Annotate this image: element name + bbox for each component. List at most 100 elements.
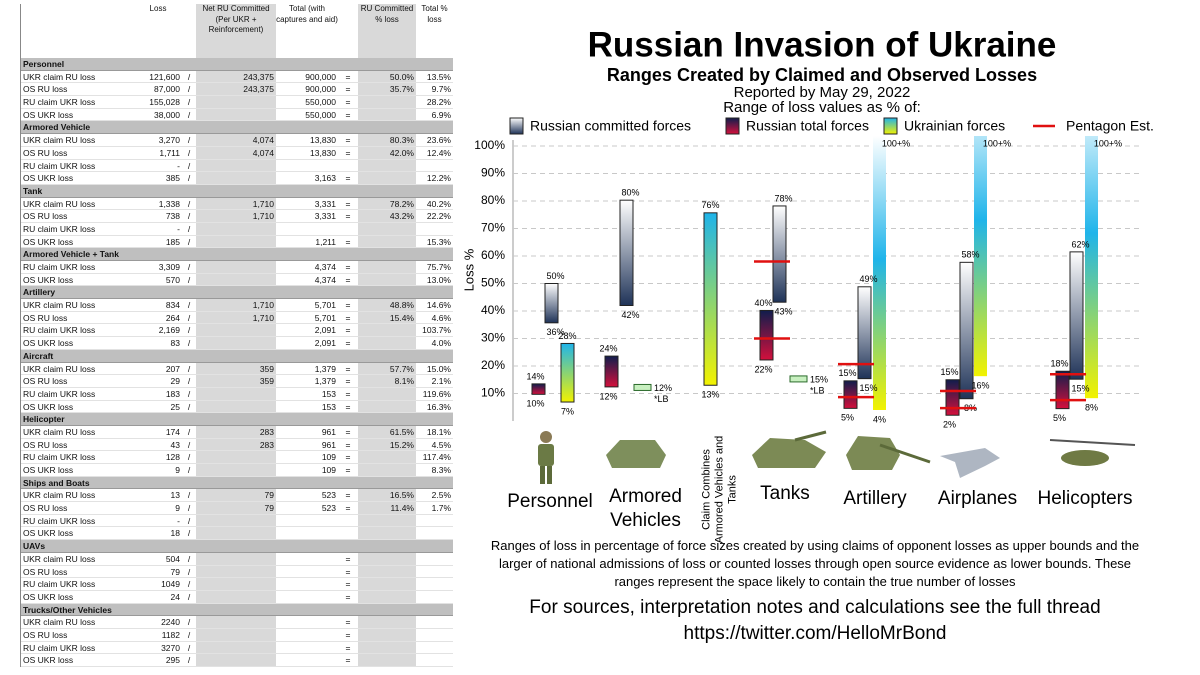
airplane-icon — [940, 448, 1000, 478]
table-row: UKR claim RU loss 2240 / = — [21, 616, 453, 629]
table-cell: = — [345, 452, 351, 463]
table-cell: RU claim UKR loss — [23, 262, 96, 272]
table-row: OS RU loss 79 / = — [21, 565, 453, 579]
table-cell: = — [345, 300, 351, 311]
y-tick-label: 20% — [481, 358, 505, 372]
y-tick-label: 40% — [481, 303, 505, 317]
value-label: 14% — [526, 371, 544, 381]
table-cell: UKR claim RU loss — [23, 300, 96, 311]
table-cell: / — [187, 566, 191, 577]
table-cell: 1,710 — [196, 311, 276, 324]
source-url: https://twitter.com/HelloMrBond — [683, 623, 947, 644]
table-cell: = — [345, 642, 351, 653]
table-cell: 2240 — [161, 617, 180, 628]
table-cell: 243,375 — [196, 70, 276, 83]
table-cell — [358, 235, 416, 248]
table-cell: 1,379 — [314, 376, 336, 387]
lower-bound-box — [789, 375, 808, 383]
table-cell: / — [187, 312, 191, 323]
table-cell — [358, 400, 416, 413]
value-label: 2% — [943, 420, 956, 430]
soldier-icon — [547, 466, 552, 484]
table-cell — [358, 261, 416, 273]
table-cell: 43 — [170, 439, 180, 450]
table-cell: 119.6% — [422, 388, 451, 399]
table-cell: 3,331 — [314, 198, 336, 209]
table-row: UKR claim RU loss 174 / 283 961 = 61.5% 18.1% — [21, 425, 453, 439]
value-label: 13% — [701, 390, 719, 400]
table-cell: OS UKR loss — [23, 465, 74, 475]
category-label: Tanks — [760, 483, 810, 504]
table-cell — [358, 616, 416, 628]
value-label: 100+% — [1094, 138, 1122, 148]
category-label: Airplanes — [937, 488, 1018, 509]
table-row: OS RU loss 264 / 1,710 5,701 = 15.4% 4.6% — [21, 311, 453, 325]
y-tick-label: 50% — [481, 276, 505, 290]
table-cell: 550,000 — [305, 97, 336, 108]
table-cell: = — [345, 465, 351, 475]
table-cell: / — [187, 84, 191, 95]
table-cell: 8.1% — [358, 375, 416, 387]
table-cell — [358, 337, 416, 349]
table-cell: 1,710 — [196, 197, 276, 210]
value-label: 4% — [873, 414, 886, 424]
table-cell: = — [345, 198, 351, 209]
value-label: 15% — [838, 368, 856, 378]
table-cell — [358, 527, 416, 540]
table-cell: = — [345, 439, 351, 450]
table-cell: = — [345, 591, 351, 602]
table-cell: = — [345, 173, 351, 184]
table-cell: 42.0% — [358, 146, 416, 159]
table-cell: 153 — [321, 388, 336, 399]
table-cell: = — [345, 376, 351, 387]
table-cell: 1049 — [161, 579, 180, 590]
helicopter-icon — [1049, 439, 1136, 446]
table-cell: 3270 — [161, 642, 180, 653]
table-cell: 3,309 — [158, 262, 180, 272]
table-cell: 2,091 — [314, 338, 336, 349]
table-cell: UKR claim RU loss — [23, 71, 96, 82]
table-cell: = — [345, 338, 351, 349]
value-label: 80% — [621, 188, 639, 198]
value-label: 5% — [841, 413, 854, 423]
table-cell: / — [187, 465, 191, 475]
value-label: 58% — [961, 250, 979, 260]
table-cell — [358, 552, 416, 565]
table-cell: 385 — [165, 173, 180, 184]
chart-subtitle: Ranges Created by Claimed and Observed L… — [607, 65, 1037, 85]
table-cell: 38,000 — [154, 109, 180, 120]
table-row: OS UKR loss 24 / = — [21, 590, 453, 604]
y-tick-label: 10% — [481, 386, 505, 400]
value-label: 22% — [754, 364, 772, 374]
table-cell — [196, 616, 276, 628]
table-cell: 207 — [165, 363, 180, 374]
table-cell: 2,169 — [158, 325, 180, 336]
table-cell: / — [187, 376, 191, 387]
value-label: 12% — [654, 383, 672, 393]
table-cell: 121,600 — [149, 71, 180, 82]
table-cell: OS RU loss — [23, 503, 68, 514]
table-cell: 153 — [321, 401, 336, 412]
table-cell: = — [345, 401, 351, 412]
table-cell: OS UKR loss — [23, 338, 74, 349]
table-cell: 13,830 — [310, 147, 336, 158]
table-cell: 4,374 — [314, 262, 336, 272]
table-cell: = — [345, 363, 351, 374]
sources: For sources, interpretation notes and ca… — [529, 597, 1101, 618]
soldier-icon — [540, 431, 552, 443]
table-cell: RU claim UKR loss — [23, 97, 96, 108]
table-row: OS RU loss 43 / 283 961 = 15.2% 4.5% — [21, 438, 453, 452]
artillery-icon — [846, 436, 900, 470]
table-cell — [358, 96, 416, 108]
range-bar — [857, 286, 872, 380]
range-bar — [544, 283, 559, 324]
table-cell: = — [345, 426, 351, 437]
table-cell — [358, 108, 416, 121]
table-row: RU claim UKR loss 183 / 153 = 119.6% — [21, 387, 453, 401]
table-cell: 2.1% — [431, 376, 451, 387]
y-tick-label: 70% — [481, 221, 505, 235]
table-cell: RU claim UKR loss — [23, 160, 96, 171]
table-cell: OS UKR loss — [23, 528, 74, 539]
table-cell: 9 — [175, 503, 180, 514]
